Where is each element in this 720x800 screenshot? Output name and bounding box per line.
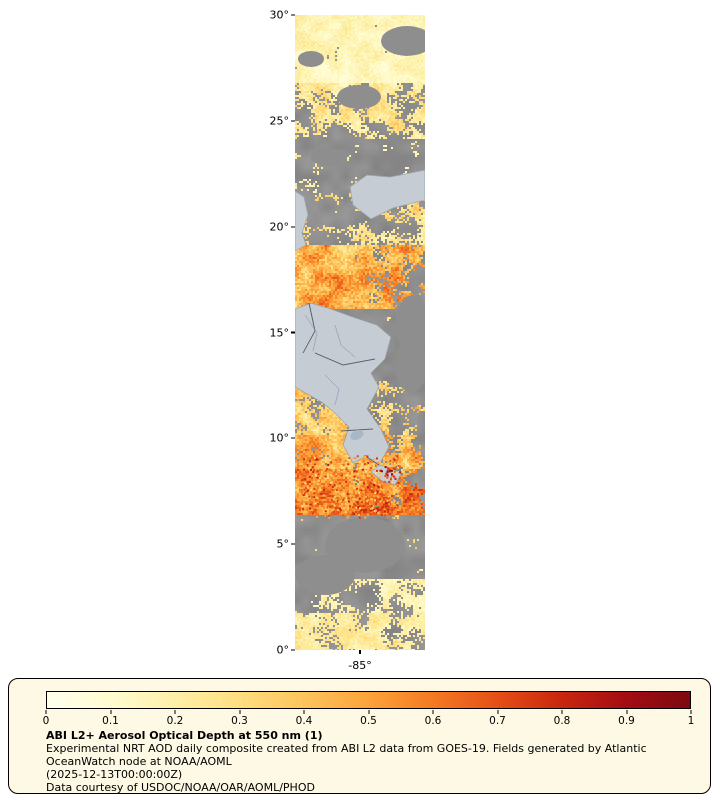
colorbar-tick-mark	[432, 710, 434, 714]
lon-axis: -85°	[295, 650, 425, 673]
lat-tick: 10°	[270, 433, 295, 444]
colorbar-tick-label: 0.4	[295, 715, 313, 727]
colorbar-tick-mark	[690, 710, 692, 714]
legend-courtesy: Data courtesy of USDOC/NOAA/OAR/AOML/PHO…	[46, 781, 315, 794]
colorbar-tick-label: 0.8	[553, 715, 571, 727]
lat-tick: 5°	[277, 539, 295, 550]
colorbar-tick-mark	[561, 710, 563, 714]
lat-tick: 20°	[270, 221, 295, 232]
legend-title: ABI L2+ Aerosol Optical Depth at 550 nm …	[46, 729, 323, 742]
colorbar-tick-mark	[174, 710, 176, 714]
colorbar-tick-label: 1	[687, 715, 695, 727]
legend-description: Experimental NRT AOD daily composite cre…	[46, 742, 647, 768]
colorbar-tick-mark	[110, 710, 111, 714]
colorbar-tick-mark	[239, 710, 240, 714]
legend-text: ABI L2+ Aerosol Optical Depth at 550 nm …	[46, 729, 698, 794]
lat-tick: 30°	[270, 10, 295, 21]
aod-map-canvas	[295, 15, 425, 650]
colorbar-tick-label: 0.9	[618, 715, 635, 727]
lat-tick: 0°	[277, 645, 295, 656]
colorbar-tick-label: 0.6	[424, 715, 442, 727]
colorbar-tick-mark	[497, 710, 498, 714]
legend-panel: 0 0.1 0.2 0.3 0.4 0.5 0.6 0.7 0.8 0.9 1 ABI L2+ Ae…	[8, 678, 711, 794]
colorbar-tick-label: 0	[42, 715, 50, 727]
lon-tick-mark	[359, 650, 361, 654]
lon-tick-label: -85°	[348, 659, 372, 672]
colorbar-tick-label: 0.7	[489, 715, 506, 727]
colorbar-tick-mark	[368, 710, 369, 714]
colorbar-tick-label: 0.5	[360, 715, 377, 727]
colorbar-tick-mark	[45, 710, 47, 714]
colorbar-tick-label: 0.2	[166, 715, 184, 727]
lat-tick: 25°	[270, 115, 295, 126]
colorbar	[46, 691, 691, 709]
lat-tick: 15°	[270, 327, 295, 338]
colorbar-tick-mark	[303, 710, 305, 714]
colorbar-tick-label: 0.1	[102, 715, 119, 727]
colorbar-ticks: 0 0.1 0.2 0.3 0.4 0.5 0.6 0.7 0.8 0.9 1	[42, 710, 694, 728]
map-panel	[295, 15, 425, 650]
colorbar-tick-mark	[626, 710, 627, 714]
legend-timestamp: (2025-12-13T00:00:00Z)	[46, 768, 183, 781]
colorbar-tick-label: 0.3	[231, 715, 248, 727]
lat-axis: 30° 25° 20° 15° 10° 5° 0°	[250, 10, 295, 656]
